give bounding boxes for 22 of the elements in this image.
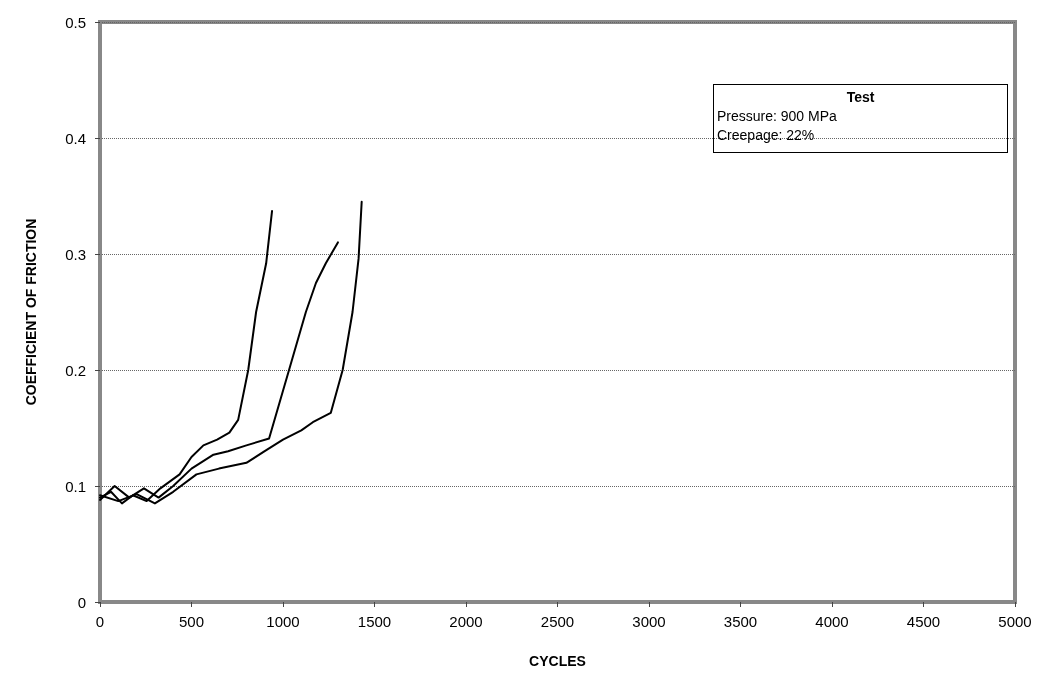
y-tick-label: 0.4	[65, 129, 86, 147]
y-tick-label: 0.2	[65, 361, 86, 379]
y-tick-label: 0.3	[65, 245, 86, 263]
x-tick-label: 4500	[906, 613, 941, 630]
y-tick-label: 0	[77, 593, 86, 611]
x-tick-label: 1000	[266, 613, 300, 630]
y-tick-label: 0.1	[65, 477, 86, 495]
annotation: Creepage: 22%	[717, 127, 815, 143]
y-axis-title: COEFFICIENT OF FRICTION	[23, 218, 39, 406]
x-tick-label: 3000	[632, 613, 666, 630]
y-tick-label: 0.5	[65, 13, 86, 31]
x-tick-label: 500	[178, 613, 205, 630]
x-tick-label: 2000	[449, 613, 483, 630]
x-tick-label: 4000	[815, 613, 849, 630]
x-tick-label: 5000	[998, 613, 1032, 630]
annotation: Pressure: 900 MPa	[717, 108, 838, 124]
x-axis-title: CYCLES	[529, 653, 586, 669]
x-tick-label: 0	[95, 613, 105, 630]
x-tick-label: 1500	[357, 613, 392, 630]
annotation: Test	[846, 89, 875, 105]
x-tick-label: 2500	[540, 613, 575, 630]
x-tick-label: 3500	[723, 613, 758, 630]
